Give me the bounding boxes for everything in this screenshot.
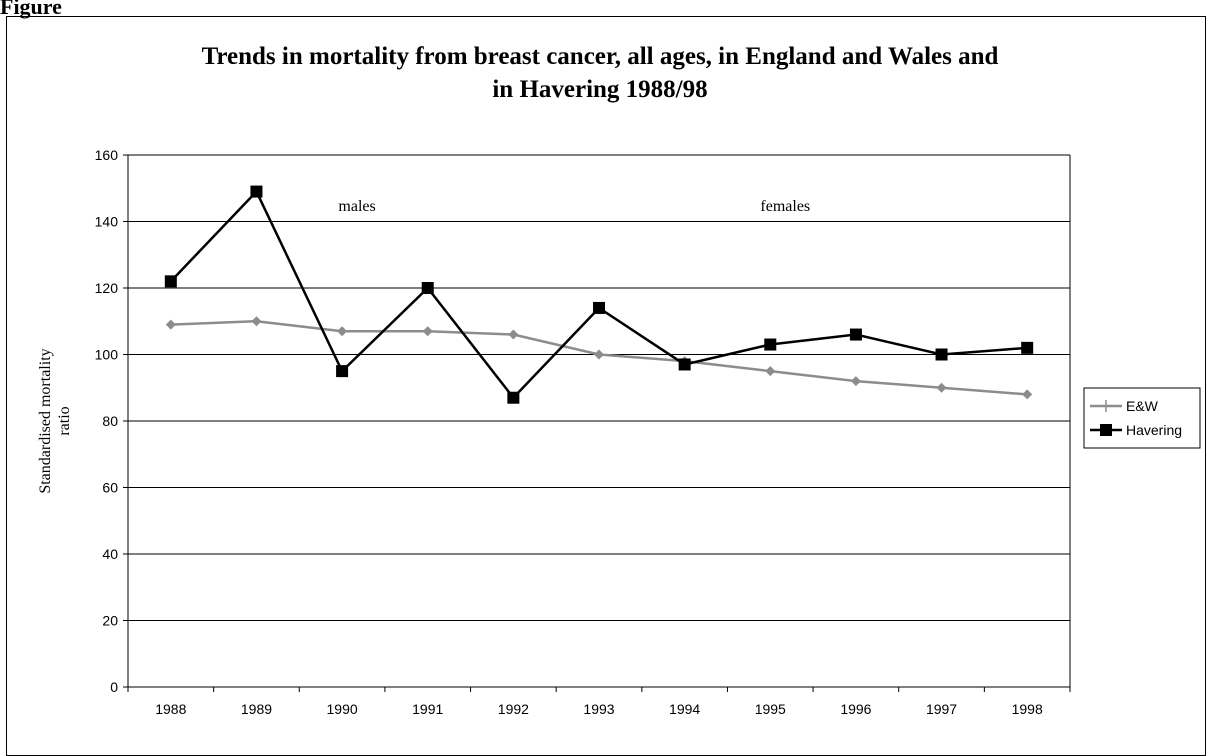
- y-axis-label-line-2: ratio: [56, 406, 73, 435]
- legend-label: Havering: [1126, 422, 1182, 438]
- data-point-havering: [507, 391, 520, 404]
- data-point-havering: [593, 301, 605, 314]
- figure-label: Figure: [0, 0, 62, 19]
- y-tick-label: 80: [102, 413, 118, 429]
- x-tick-label: 1990: [327, 701, 358, 717]
- y-axis-label-line-1: Standardised mortality: [37, 348, 54, 493]
- data-point-ew: [508, 329, 519, 340]
- data-point-ew: [936, 382, 947, 393]
- legend-box: [1083, 387, 1201, 449]
- y-tick-label: 40: [102, 546, 118, 562]
- data-point-havering: [1021, 341, 1034, 354]
- data-point-havering: [849, 328, 862, 341]
- data-point-ew: [165, 319, 176, 330]
- data-point-ew: [422, 326, 433, 337]
- annotation-males: males: [338, 198, 375, 215]
- x-tick-label: 1997: [926, 701, 957, 717]
- data-point-ew: [850, 376, 861, 387]
- y-tick-label: 100: [95, 347, 119, 363]
- y-tick-label: 160: [95, 147, 119, 163]
- x-tick-label: 1993: [583, 701, 614, 717]
- chart-title-line-1: Trends in mortality from breast cancer, …: [201, 43, 999, 70]
- data-point-ew: [337, 326, 348, 337]
- data-point-havering: [250, 185, 263, 198]
- x-tick-label: 1992: [498, 701, 529, 717]
- line-chart: 0 20 40 60 80 100 120 140 160 1988 1989 1990 1991 199…: [37, 147, 1201, 717]
- data-point-ew: [1022, 389, 1033, 400]
- x-tick-label: 1998: [1012, 701, 1043, 717]
- annotation-females: females: [760, 198, 810, 215]
- x-tick-label: 1996: [840, 701, 871, 717]
- data-point-havering: [336, 365, 349, 378]
- data-point-havering: [164, 275, 177, 288]
- chart-title: Trends in mortality from breast cancer, …: [100, 40, 1100, 106]
- data-point-ew: [594, 349, 604, 360]
- x-tick-label: 1988: [155, 701, 186, 717]
- data-point-havering: [935, 348, 948, 361]
- chart-title-line-2: in Havering 1988/98: [492, 76, 708, 103]
- y-tick-label: 120: [95, 280, 119, 296]
- data-point-havering: [764, 338, 777, 351]
- x-tick-label: 1995: [755, 701, 786, 717]
- data-point-ew: [251, 316, 262, 327]
- x-tick-label: 1991: [412, 701, 443, 717]
- x-tick-label: 1989: [241, 701, 272, 717]
- data-point-ew: [765, 366, 776, 377]
- legend-label: E&W: [1126, 398, 1159, 414]
- data-point-havering: [678, 358, 691, 371]
- y-tick-label: 0: [110, 679, 118, 695]
- y-tick-label: 20: [102, 613, 118, 629]
- y-tick-label: 60: [102, 480, 118, 496]
- data-point-havering: [421, 282, 434, 294]
- x-tick-label: 1994: [669, 701, 700, 717]
- series-line-havering: [169, 189, 1028, 400]
- y-tick-label: 140: [95, 214, 119, 230]
- legend-marker: [1100, 424, 1112, 436]
